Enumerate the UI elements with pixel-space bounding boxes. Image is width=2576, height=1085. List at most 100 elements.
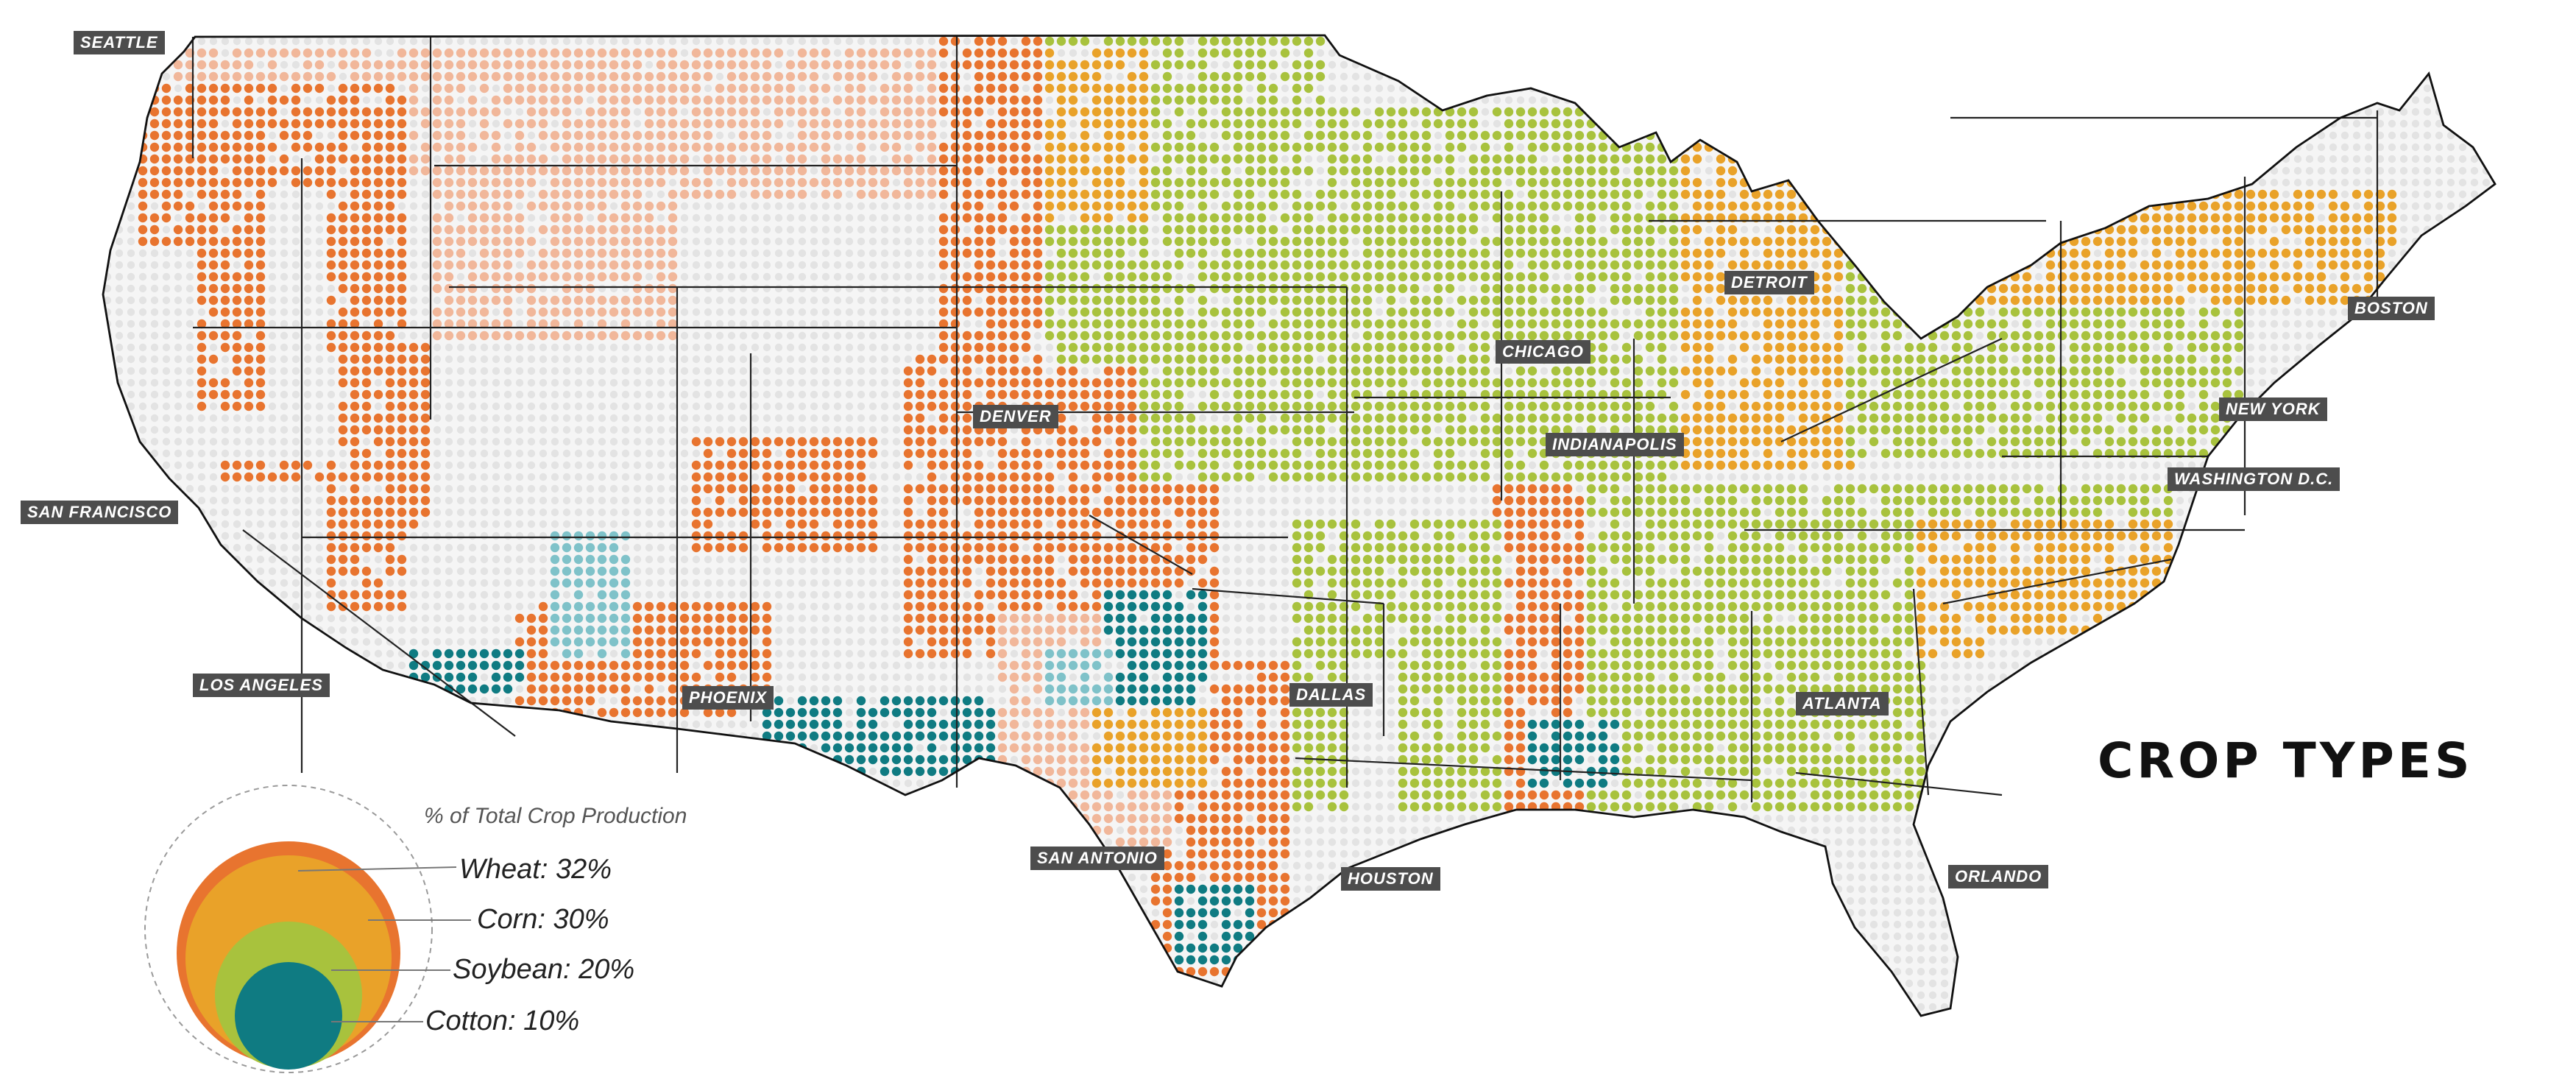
crop-dot-wheat-light — [397, 48, 407, 58]
crop-dot-no-data — [138, 60, 147, 69]
crop-dot-no-data — [480, 143, 489, 152]
crop-dot-no-data — [633, 37, 642, 46]
crop-dot-wheat-light — [809, 95, 819, 105]
crop-dot-no-data — [1987, 143, 1996, 152]
crop-dot-no-data — [904, 284, 913, 293]
crop-dot-no-data — [528, 26, 535, 33]
crop-dot-no-data — [1422, 72, 1431, 81]
crop-dot-no-data — [2317, 213, 2326, 222]
crop-dot-corn — [2340, 201, 2350, 211]
crop-dot-wheat — [1009, 225, 1019, 235]
crop-dot-no-data — [2305, 166, 2314, 175]
crop-dot-no-data — [527, 37, 536, 46]
crop-dot-soybean — [1633, 154, 1643, 164]
crop-dot-no-data — [386, 26, 394, 33]
crop-dot-no-data — [1893, 178, 1902, 187]
crop-dot-no-data — [1186, 296, 1195, 305]
crop-dot-soybean — [1150, 60, 1161, 70]
crop-dot-wheat — [244, 260, 254, 270]
crop-dot-soybean — [1669, 295, 1679, 305]
crop-dot-wheat-light — [632, 272, 643, 282]
crop-dot-wheat — [255, 213, 266, 223]
crop-dot-no-data — [2305, 143, 2314, 152]
crop-dot-corn — [1068, 177, 1078, 188]
crop-dot-wheat-light — [679, 177, 690, 188]
crop-dot-wheat — [326, 248, 336, 258]
crop-dot-wheat — [138, 225, 148, 235]
crop-dot-wheat — [986, 119, 996, 129]
crop-dot-wheat-light — [868, 48, 878, 58]
crop-dot-soybean — [1221, 36, 1231, 46]
crop-dot-no-data — [1163, 296, 1172, 305]
crop-dot-corn — [2187, 248, 2197, 258]
crop-dot-soybean — [1527, 107, 1538, 117]
crop-dot-soybean — [1586, 272, 1596, 282]
crop-dot-soybean — [1268, 142, 1278, 152]
crop-dot-no-data — [339, 166, 347, 175]
crop-dot-wheat-light — [503, 283, 513, 294]
crop-dot-wheat — [397, 283, 407, 294]
crop-dot-wheat-light — [597, 60, 607, 70]
crop-dot-wheat — [197, 260, 207, 270]
crop-dot-soybean — [1409, 260, 1420, 270]
crop-dot-wheat-light — [703, 95, 713, 105]
crop-dot-soybean — [1645, 201, 1655, 211]
crop-dot-soybean — [1115, 283, 1125, 294]
crop-dot-no-data — [1800, 26, 1807, 33]
crop-dot-soybean — [1162, 260, 1172, 270]
crop-dot-no-data — [1516, 60, 1525, 69]
crop-dot-no-data — [1646, 96, 1655, 105]
crop-dot-wheat-light — [432, 130, 442, 141]
crop-dot-corn — [1704, 189, 1714, 199]
crop-dot-soybean — [1433, 225, 1443, 235]
crop-dot-no-data — [398, 26, 406, 33]
crop-dot-no-data — [2399, 119, 2408, 128]
crop-dot-no-data — [1928, 119, 1937, 128]
crop-dot-no-data — [1705, 225, 1713, 234]
crop-dot-wheat-light — [408, 48, 419, 58]
crop-dot-soybean — [1339, 154, 1349, 164]
crop-dot-wheat-light — [656, 295, 666, 305]
crop-dot-no-data — [2152, 96, 2161, 105]
crop-dot-wheat-light — [573, 60, 584, 70]
crop-dot-wheat-light — [715, 154, 725, 164]
crop-dot-soybean — [1515, 130, 1526, 141]
crop-dot-no-data — [762, 237, 771, 246]
crop-dot-corn — [1963, 260, 1973, 270]
crop-dot-no-data — [445, 26, 453, 33]
crop-dot-no-data — [2306, 26, 2313, 33]
crop-dot-no-data — [821, 296, 830, 305]
crop-dot-soybean — [1174, 154, 1184, 164]
crop-dot-no-data — [2211, 72, 2220, 81]
crop-dot-corn — [1080, 130, 1090, 141]
crop-dot-wheat-light — [573, 225, 584, 235]
crop-dot-corn — [2352, 213, 2362, 223]
crop-dot-soybean — [1162, 142, 1172, 152]
crop-dot-wheat — [138, 213, 148, 223]
crop-dot-no-data — [762, 296, 771, 305]
crop-dot-no-data — [1422, 178, 1431, 187]
crop-dot-no-data — [1893, 143, 1902, 152]
crop-dot-no-data — [2058, 84, 2067, 93]
crop-dot-soybean — [1657, 166, 1667, 176]
crop-dot-no-data — [2258, 84, 2267, 93]
crop-dot-no-data — [633, 119, 642, 128]
crop-dot-no-data — [2423, 143, 2432, 152]
crop-dot-no-data — [810, 284, 818, 293]
crop-dot-no-data — [1304, 178, 1313, 187]
crop-dot-no-data — [2470, 49, 2479, 57]
crop-dot-no-data — [2423, 37, 2432, 46]
crop-dot-wheat-light — [456, 295, 466, 305]
crop-dot-no-data — [2141, 26, 2148, 33]
crop-dot-soybean — [1362, 119, 1373, 129]
crop-dot-wheat — [244, 272, 254, 282]
crop-dot-no-data — [480, 155, 489, 163]
crop-dot-soybean — [1374, 272, 1384, 282]
crop-dot-wheat — [1033, 272, 1043, 282]
crop-dot-wheat-light — [114, 95, 124, 105]
crop-dot-wheat — [350, 236, 360, 247]
crop-dot-no-data — [1551, 84, 1560, 93]
crop-dot-corn — [1716, 166, 1726, 176]
crop-dot-soybean — [1327, 142, 1337, 152]
crop-dot-no-data — [951, 190, 960, 199]
